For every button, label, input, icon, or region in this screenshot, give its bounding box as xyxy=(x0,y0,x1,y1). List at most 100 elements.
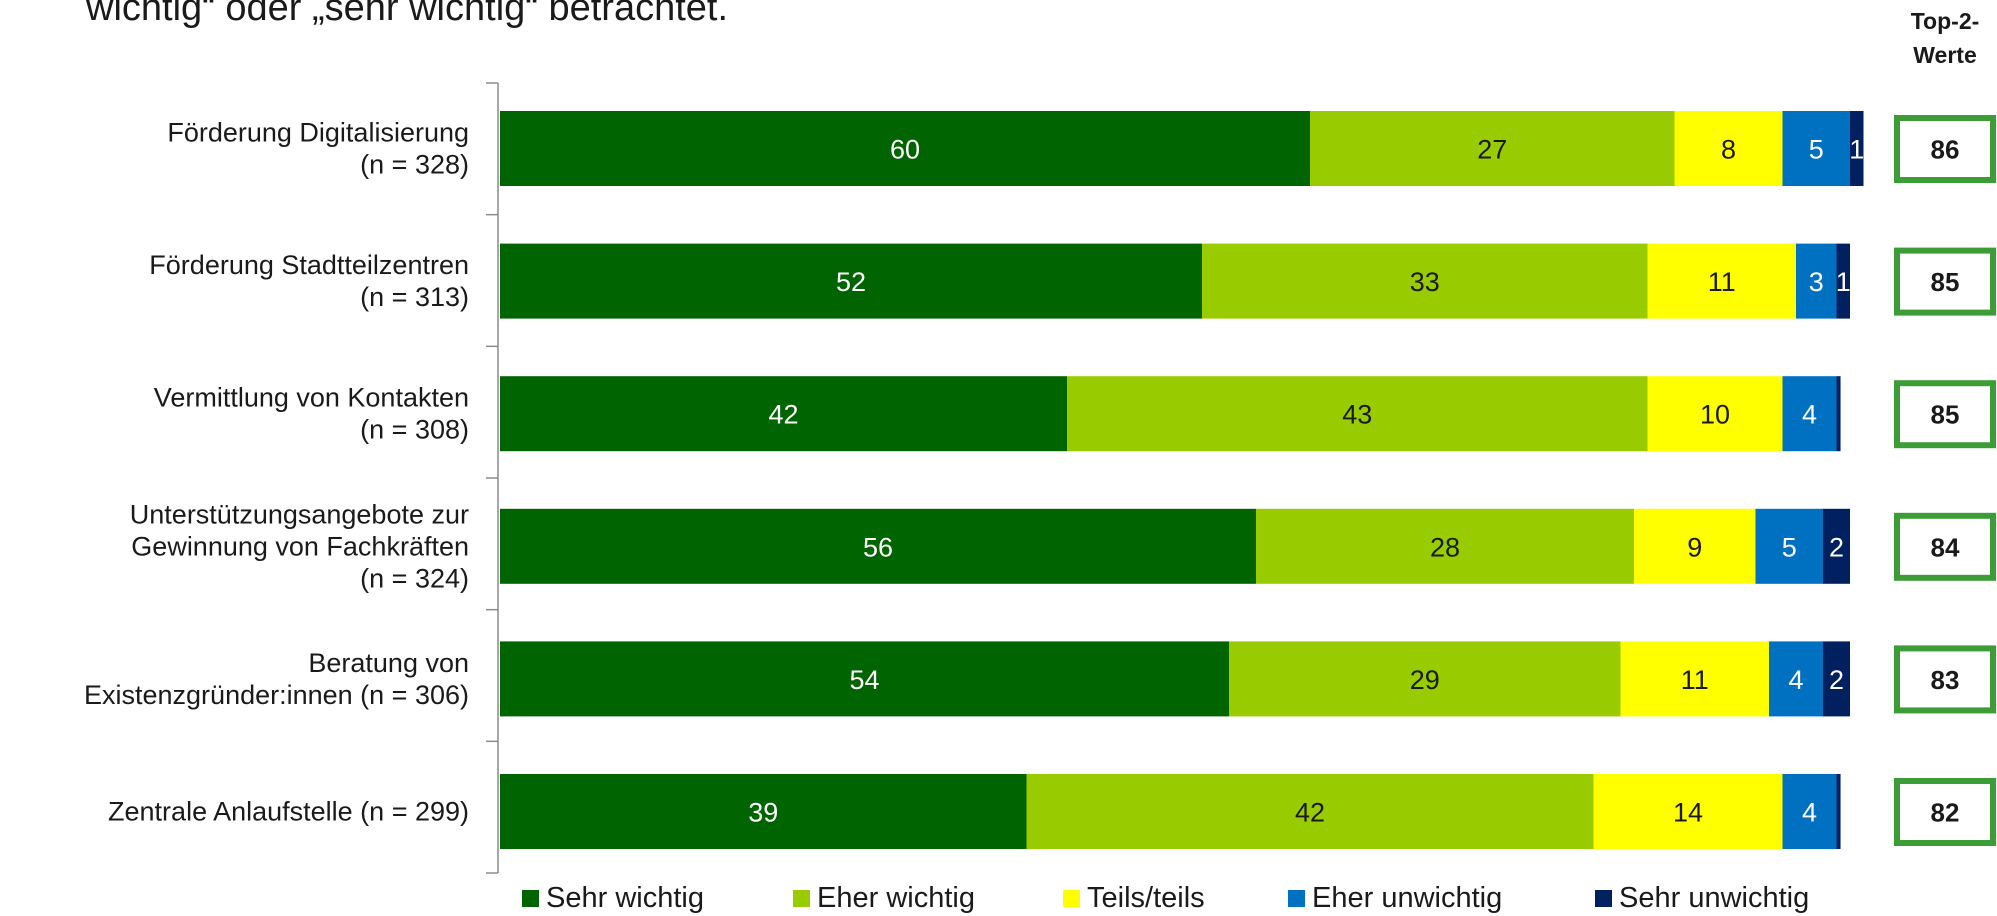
bar-segment xyxy=(1823,641,1850,717)
top2-box xyxy=(1894,778,1996,846)
legend-item: Eher wichtig xyxy=(793,880,1063,916)
category-label: Unterstützungsangebote zur xyxy=(130,499,469,529)
top2-boxes: 86 85 85 84 83 82 xyxy=(1894,115,1996,846)
bar-segment xyxy=(1836,243,1850,319)
bar-segment xyxy=(1026,774,1594,849)
bar-segment-label: 9 xyxy=(1687,532,1702,562)
bar-segment-label: 29 xyxy=(1410,665,1440,695)
bar-segment xyxy=(500,641,1229,717)
top2-box xyxy=(1894,380,1996,449)
bar-segment xyxy=(1782,111,1850,186)
y-axis xyxy=(486,82,499,874)
top2-value: 82 xyxy=(1931,798,1960,828)
top2-box xyxy=(1894,512,1996,581)
stacked-bar-chart: Förderung Digitalisierung(n = 328) Förder… xyxy=(84,82,1996,874)
bar-segment-label: 42 xyxy=(768,400,798,430)
bar-segment xyxy=(1850,111,1864,186)
bar-segment xyxy=(1593,774,1783,849)
bar-segment xyxy=(1836,376,1841,452)
legend: Sehr wichtig Eher wichtig Teils/teils Eher … xyxy=(522,880,1895,916)
top2-value: 84 xyxy=(1931,532,1960,562)
bars: 60 27 8 5 152 33 11 3 142 43 10 456 28 9 5 254 29 11 4 239 4… xyxy=(500,111,1864,849)
category-labels: Förderung Digitalisierung(n = 328) Förder… xyxy=(84,118,469,827)
category-label: (n = 324) xyxy=(360,563,469,593)
bar-segment xyxy=(1067,376,1648,452)
bar-segment xyxy=(500,774,1027,849)
bar-segment-label: 14 xyxy=(1673,798,1703,828)
legend-item: Sehr wichtig xyxy=(522,880,793,916)
bar-segment-label: 4 xyxy=(1802,400,1817,430)
bar-segment xyxy=(1755,508,1823,584)
bar-segment-label: 4 xyxy=(1802,798,1817,828)
legend-item: Sehr unwichtig xyxy=(1595,880,1895,916)
legend-label: Eher wichtig xyxy=(817,881,975,914)
bar-segment-label: 5 xyxy=(1809,135,1824,165)
bar-segment-label: 2 xyxy=(1829,665,1844,695)
bar-segment xyxy=(500,111,1310,186)
bar-segment-label: 42 xyxy=(1295,798,1325,828)
bar-segment xyxy=(1782,774,1837,849)
legend-label: Sehr unwichtig xyxy=(1619,881,1810,914)
top2-header-line-2: Werte xyxy=(1913,42,1977,68)
category-label: Beratung von xyxy=(308,648,469,678)
bar-segment xyxy=(1634,508,1756,584)
legend-item: Teils/teils xyxy=(1063,880,1288,916)
bar-segment xyxy=(1836,774,1841,849)
bar-segment xyxy=(1769,641,1823,717)
top2-header-line-1: Top-2- xyxy=(1910,8,1980,34)
legend-swatch xyxy=(1595,889,1612,907)
bar-segment-label: 43 xyxy=(1342,400,1372,430)
bar-segment-label: 2 xyxy=(1829,532,1844,562)
category-label: Vermittlung von Kontakten xyxy=(154,383,469,413)
legend-item: Eher unwichtig xyxy=(1288,880,1595,916)
category-label: Gewinnung von Fachkräften xyxy=(131,531,469,561)
bar-segment-label: 28 xyxy=(1430,532,1460,562)
bar-segment xyxy=(1647,376,1783,452)
category-label: Förderung Digitalisierung xyxy=(167,118,469,148)
bar-segment-label: 52 xyxy=(836,267,866,297)
bar-segment-label: 10 xyxy=(1700,400,1730,430)
top2-value: 85 xyxy=(1931,400,1960,430)
bar-segment-label: 8 xyxy=(1721,135,1736,165)
top2-box xyxy=(1894,115,1996,183)
bar-segment xyxy=(1202,243,1648,319)
category-label: (n = 308) xyxy=(360,415,469,445)
bar-segment xyxy=(1310,111,1675,186)
bar-segment xyxy=(500,243,1202,319)
bar-segment xyxy=(1620,641,1769,717)
bar-segment-label: 60 xyxy=(890,135,920,165)
bar-segment-label: 3 xyxy=(1809,267,1824,297)
top2-value: 85 xyxy=(1931,267,1960,297)
bar-segment-label: 27 xyxy=(1477,135,1507,165)
bar-segment-label: 1 xyxy=(1849,135,1864,165)
top2-box xyxy=(1894,247,1996,316)
category-label: Förderung Stadtteilzentren xyxy=(149,250,469,280)
bar-segment-label: 54 xyxy=(849,665,879,695)
category-label: Existenzgründer:innen (n = 306) xyxy=(84,680,469,710)
bar-segment-label: 11 xyxy=(1708,267,1736,297)
bar-segment xyxy=(1256,508,1634,584)
bar-segment xyxy=(1796,243,1837,319)
bar-segment-label: 4 xyxy=(1788,665,1803,695)
bar-segment xyxy=(1647,243,1796,319)
category-label: (n = 328) xyxy=(360,150,469,180)
top2-header: Top-2- Werte xyxy=(1905,4,1985,72)
bar-segment-label: 5 xyxy=(1782,532,1797,562)
bar-segment xyxy=(500,376,1067,452)
top2-value: 86 xyxy=(1931,135,1960,165)
legend-swatch xyxy=(1063,889,1080,907)
bar-segment-label: 33 xyxy=(1410,267,1440,297)
bar-segment-label: 56 xyxy=(863,532,893,562)
legend-swatch xyxy=(522,889,539,907)
bar-segment xyxy=(1823,508,1850,584)
legend-swatch xyxy=(1288,889,1305,907)
bar-segment xyxy=(500,508,1256,584)
chart-title: wichtig“ oder „sehr wichtig“ betrachtet. xyxy=(86,0,729,29)
category-label: (n = 313) xyxy=(360,282,469,312)
legend-label: Sehr wichtig xyxy=(546,881,704,914)
legend-swatch xyxy=(793,889,810,907)
top2-value: 83 xyxy=(1931,665,1960,695)
category-label: Zentrale Anlaufstelle (n = 299) xyxy=(108,797,469,827)
bar-segment-label: 11 xyxy=(1681,665,1709,695)
legend-label: Eher unwichtig xyxy=(1312,881,1503,914)
